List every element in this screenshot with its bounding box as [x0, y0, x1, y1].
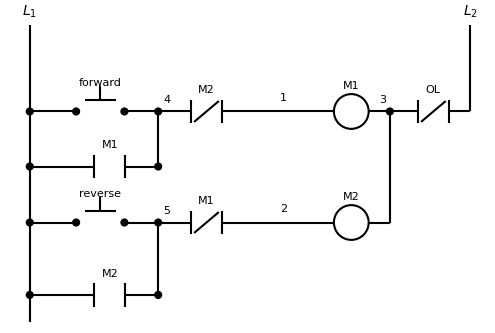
- Text: 2: 2: [280, 204, 287, 214]
- Text: OL: OL: [426, 85, 441, 95]
- Text: M2: M2: [101, 269, 118, 279]
- Text: forward: forward: [79, 78, 122, 88]
- Circle shape: [73, 219, 80, 226]
- Text: 3: 3: [379, 95, 386, 105]
- Circle shape: [26, 219, 33, 226]
- Text: reverse: reverse: [79, 188, 121, 198]
- Text: M1: M1: [198, 196, 215, 206]
- Circle shape: [26, 292, 33, 298]
- Circle shape: [155, 163, 161, 170]
- Circle shape: [155, 108, 161, 115]
- Circle shape: [26, 108, 33, 115]
- Text: M2: M2: [343, 192, 360, 202]
- Text: M1: M1: [101, 140, 118, 150]
- Text: $L_1$: $L_1$: [22, 3, 37, 20]
- Text: 1: 1: [280, 93, 287, 103]
- Circle shape: [155, 292, 161, 298]
- Circle shape: [387, 108, 394, 115]
- Circle shape: [155, 219, 161, 226]
- Circle shape: [121, 219, 128, 226]
- Circle shape: [121, 108, 128, 115]
- Text: 5: 5: [163, 206, 170, 216]
- Text: M2: M2: [198, 85, 215, 95]
- Circle shape: [26, 163, 33, 170]
- Text: $L_2$: $L_2$: [463, 3, 478, 20]
- Text: 4: 4: [163, 95, 170, 105]
- Text: M1: M1: [343, 81, 359, 91]
- Circle shape: [73, 108, 80, 115]
